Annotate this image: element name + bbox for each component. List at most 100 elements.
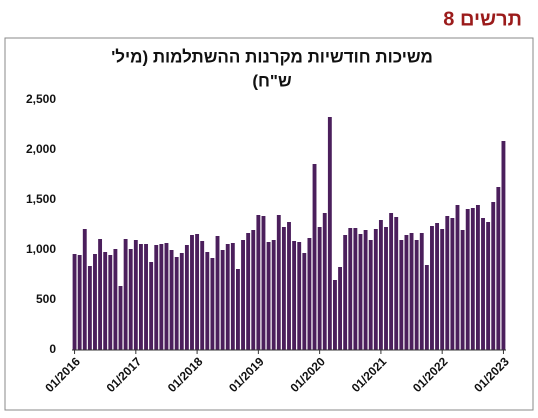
bar bbox=[445, 216, 450, 350]
bar bbox=[470, 208, 475, 350]
bar bbox=[327, 117, 332, 350]
bar bbox=[82, 229, 87, 350]
bar bbox=[144, 244, 148, 350]
bar bbox=[113, 249, 118, 350]
bar bbox=[225, 244, 230, 350]
bar bbox=[297, 242, 302, 350]
bar bbox=[486, 222, 491, 350]
bar bbox=[184, 245, 189, 350]
bar bbox=[394, 217, 399, 350]
bar bbox=[333, 280, 337, 350]
bar bbox=[353, 228, 358, 350]
bar bbox=[399, 240, 404, 350]
y-tick-label: 1,500 bbox=[26, 192, 56, 206]
bar bbox=[302, 253, 307, 350]
bar bbox=[159, 244, 164, 350]
bar bbox=[87, 266, 92, 350]
bar bbox=[317, 227, 322, 350]
bar bbox=[154, 245, 159, 350]
bar bbox=[465, 209, 470, 350]
bar bbox=[164, 243, 169, 350]
bar bbox=[205, 252, 210, 350]
bar bbox=[358, 234, 363, 350]
bar bbox=[179, 253, 184, 350]
bar bbox=[312, 164, 317, 350]
x-tick-label: 01/2019 bbox=[226, 354, 267, 395]
bar bbox=[424, 265, 429, 350]
bar bbox=[389, 213, 394, 350]
bar bbox=[287, 222, 291, 350]
bar bbox=[261, 216, 266, 350]
bar bbox=[128, 249, 133, 350]
bar bbox=[363, 230, 368, 350]
bar bbox=[241, 240, 245, 350]
bar bbox=[230, 243, 235, 350]
y-tick-label: 1,000 bbox=[26, 242, 56, 256]
bar bbox=[481, 218, 485, 350]
chart-frame bbox=[4, 37, 534, 411]
bar bbox=[430, 226, 434, 350]
bar bbox=[348, 228, 353, 350]
bar bbox=[133, 240, 138, 350]
bar bbox=[373, 229, 378, 350]
bar bbox=[368, 240, 373, 350]
bar bbox=[460, 230, 465, 350]
bar bbox=[409, 233, 414, 350]
bar bbox=[138, 244, 143, 350]
bar bbox=[292, 241, 297, 350]
bar bbox=[190, 235, 194, 350]
bar bbox=[256, 215, 261, 350]
header: תרשים 8 bbox=[443, 8, 522, 30]
bar bbox=[210, 258, 215, 350]
y-tick-label: 2,500 bbox=[26, 92, 56, 106]
x-tick-label: 01/2022 bbox=[410, 354, 451, 395]
bar bbox=[246, 233, 251, 350]
bar bbox=[281, 227, 286, 350]
bar bbox=[174, 257, 179, 350]
bar bbox=[123, 239, 128, 350]
bar bbox=[118, 286, 123, 350]
bar bbox=[276, 215, 281, 350]
bar bbox=[455, 205, 460, 350]
bar bbox=[496, 187, 501, 350]
bar bbox=[93, 254, 97, 350]
x-tick-label: 01/2016 bbox=[42, 354, 83, 395]
x-tick-label: 01/2018 bbox=[165, 354, 206, 395]
chart-title: משיכות חודשיות מקרנות ההשתלמות (מיל' bbox=[111, 47, 433, 66]
bar bbox=[440, 229, 445, 350]
y-tick-label: 0 bbox=[49, 342, 56, 356]
bar bbox=[475, 205, 480, 350]
bar bbox=[384, 227, 388, 350]
bar bbox=[419, 233, 424, 350]
bar bbox=[414, 240, 419, 350]
bar bbox=[236, 269, 240, 350]
bar bbox=[450, 218, 455, 350]
bar bbox=[322, 213, 327, 350]
bar bbox=[169, 250, 174, 350]
bar bbox=[72, 254, 77, 350]
bar bbox=[195, 234, 200, 350]
bar bbox=[215, 236, 220, 350]
bar bbox=[200, 241, 205, 350]
chart-title: ש"ח) bbox=[252, 71, 292, 90]
x-tick-label: 01/2020 bbox=[287, 354, 328, 395]
y-tick-label: 2,000 bbox=[26, 142, 56, 156]
bar bbox=[149, 262, 154, 350]
bar bbox=[404, 235, 409, 350]
bar bbox=[307, 238, 312, 350]
bar bbox=[251, 230, 256, 350]
bar bbox=[103, 252, 108, 350]
x-tick-label: 01/2023 bbox=[471, 354, 512, 395]
x-tick-label: 01/2021 bbox=[349, 354, 390, 395]
bar bbox=[491, 202, 496, 350]
y-tick-label: 500 bbox=[36, 292, 56, 306]
bar bbox=[338, 267, 342, 350]
bar bbox=[220, 250, 225, 350]
bar bbox=[98, 239, 103, 350]
x-tick-label: 01/2017 bbox=[104, 354, 145, 395]
bar bbox=[343, 235, 348, 350]
bar bbox=[266, 242, 271, 350]
bar bbox=[108, 255, 113, 350]
bar bbox=[77, 255, 82, 350]
